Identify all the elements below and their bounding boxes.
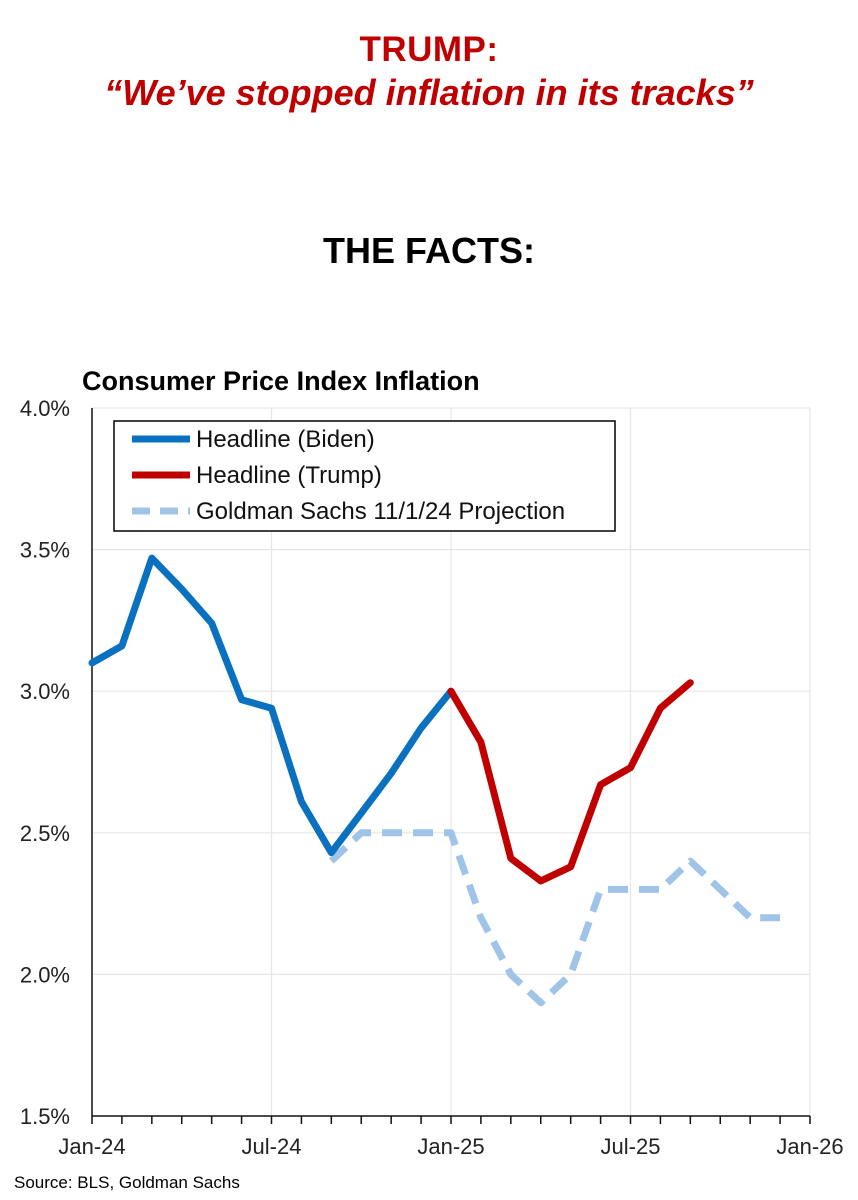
headline-speaker: TRUMP: [359, 30, 499, 69]
legend-box [113, 420, 616, 532]
legend-label-biden: Headline (Biden) [196, 426, 375, 453]
series-line-trump [447, 679, 694, 885]
source-note: Source: BLS, Goldman Sachs [14, 1173, 240, 1192]
legend-label-trump: Headline (Trump) [196, 462, 382, 489]
axes: 1.5% 2.0% 2.5% 3.0% 3.5% 4.0% Jan-24 Jul-24 Jan-… [20, 396, 844, 1159]
legend-label-projection: Goldman Sachs 11/1/24 Projection [196, 498, 565, 525]
x-tick-label: Jul-25 [601, 1134, 661, 1159]
y-tick-label: 2.0% [20, 962, 70, 987]
x-tick-label: Jan-24 [58, 1134, 125, 1159]
y-tick-label: 4.0% [20, 396, 70, 421]
legend: Headline (Biden) Headline (Trump) Goldma… [113, 420, 616, 532]
x-tick-label: Jul-24 [242, 1134, 302, 1159]
series-line-projection [328, 829, 781, 1007]
facts-heading: THE FACTS: [323, 230, 535, 271]
series-line-biden [88, 554, 455, 857]
chart-title: Consumer Price Index Inflation [82, 366, 480, 396]
y-tick-label: 3.5% [20, 538, 70, 563]
y-tick-label: 3.0% [20, 679, 70, 704]
y-tick-label: 1.5% [20, 1104, 70, 1129]
series-lines [88, 554, 781, 1007]
x-tick-label: Jan-25 [417, 1134, 484, 1159]
headline-quote: “We’ve stopped inflation in its tracks” [104, 72, 754, 113]
x-tick-label: Jan-26 [776, 1134, 843, 1159]
y-tick-label: 2.5% [20, 821, 70, 846]
